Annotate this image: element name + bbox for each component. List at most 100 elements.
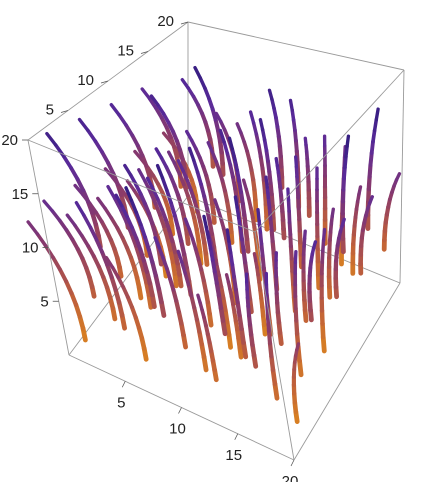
- stream-tube-segment: [230, 262, 236, 279]
- stream-tube-segment: [186, 282, 194, 298]
- stream-tube-segment: [237, 312, 244, 331]
- stream-tube-segment: [100, 149, 110, 165]
- stream-tube-segment: [116, 275, 126, 289]
- y-tick: [100, 80, 109, 84]
- stream-tube-segment: [272, 381, 280, 401]
- stream-tube-segment: [153, 201, 162, 217]
- stream-tube-segment: [196, 293, 202, 304]
- stream-tube-segment: [235, 299, 242, 318]
- stream-tube-segment: [372, 117, 379, 133]
- stream-tube-segment: [293, 250, 298, 264]
- stream-tube-segment: [230, 146, 237, 161]
- stream-tube-segment: [187, 146, 196, 162]
- stream-tube-segment: [69, 165, 80, 182]
- stream-tube-segment: [96, 196, 107, 210]
- stream-tube-segment: [73, 223, 84, 238]
- stream-tube-segment: [140, 87, 152, 101]
- stream-tube-segment: [146, 247, 155, 265]
- stream-tube-segment: [270, 367, 278, 387]
- stream-tube-segment: [150, 260, 158, 278]
- stream-tube-segment: [51, 255, 62, 272]
- stream-tube-segment: [134, 210, 143, 227]
- stream-tube-segment: [228, 163, 235, 179]
- stream-tube-segment: [320, 334, 327, 354]
- stream-tube-segment: [312, 240, 318, 250]
- stream-tube-segment: [134, 182, 143, 196]
- stream-tube-segment: [164, 188, 173, 205]
- stream-tube-segment: [265, 185, 271, 200]
- stream-tube-segment: [45, 131, 58, 147]
- stream-tube-segment: [156, 103, 166, 116]
- stream-tube-segment: [374, 107, 380, 122]
- box-edge: [254, 69, 405, 233]
- stream-tube-segment: [153, 273, 161, 291]
- stream-tube-segment: [343, 154, 348, 170]
- box-edge: [27, 139, 256, 233]
- stream-tube-segment: [368, 195, 374, 205]
- stream-tube-segment: [65, 213, 77, 227]
- stream-tube-segment: [58, 267, 69, 284]
- x-tick-label: 5: [117, 394, 125, 411]
- y-tick-label: 5: [46, 102, 54, 119]
- stream-tube-segment: [42, 199, 54, 213]
- x-tick-label: 20: [282, 473, 299, 482]
- stream-tube-segment: [256, 208, 261, 223]
- stream-tube-segment: [86, 243, 96, 259]
- stream-tube-segment: [287, 209, 292, 225]
- stream-tube-segment: [319, 308, 325, 326]
- stream-tube-segment: [117, 113, 128, 127]
- stream-tube-segment: [61, 154, 73, 170]
- stream-tube-segment: [369, 139, 375, 156]
- stream-tube-segment: [137, 255, 146, 273]
- y-tick-label: 10: [77, 72, 94, 89]
- stream-tube-segment: [248, 110, 256, 125]
- stream-tube-segment: [294, 318, 300, 336]
- stream-tube-segment: [260, 127, 267, 142]
- stream-tube-segment: [286, 198, 291, 213]
- stream-tube-segment: [104, 255, 115, 269]
- stream-tube-segment: [241, 340, 249, 360]
- stream-tube-segment: [158, 213, 166, 229]
- stream-tube-segment: [176, 159, 185, 173]
- stream-tube-segment: [172, 213, 181, 230]
- stream-tube-segment: [94, 237, 105, 255]
- stream-tube-segment: [266, 316, 271, 333]
- stream-tube-segment: [187, 227, 195, 241]
- stream-tube-segment: [320, 321, 326, 340]
- stream-tube-segment: [236, 215, 243, 231]
- stream-tube-segment: [156, 286, 164, 305]
- stream-tube-segment: [106, 184, 117, 200]
- y-tick: [180, 21, 189, 25]
- stream-tube-segment: [320, 249, 325, 264]
- stream-tube-segment: [233, 195, 239, 209]
- stream-tube-segment: [266, 195, 272, 210]
- stream-tube-segment: [103, 206, 114, 220]
- stream-tube-segment: [64, 227, 75, 242]
- stream-tube-segment: [109, 274, 118, 292]
- stream-tube-segment: [129, 198, 138, 214]
- y-tick: [60, 110, 69, 113]
- stream-tube-segment: [137, 168, 147, 183]
- stream-tube-segment: [69, 290, 79, 307]
- stream-tube-segment: [185, 193, 194, 209]
- stream-tube-segment: [115, 225, 125, 240]
- stream-tube-segment: [143, 179, 153, 194]
- stream-tube-segment: [207, 96, 215, 111]
- stream-tube-segment: [232, 157, 239, 172]
- stream-tube-segment: [214, 111, 223, 124]
- stream-tube-segment: [154, 147, 164, 160]
- stream-tube-segment: [35, 232, 48, 248]
- stream-tube-segment: [303, 136, 308, 147]
- stream-tube-segment: [81, 188, 91, 204]
- y-tick: [140, 51, 149, 54]
- z-tick-label: 20: [1, 132, 18, 149]
- z-tick-label: 10: [22, 240, 39, 257]
- stream-tube-segment: [256, 143, 263, 159]
- stream-tube-segment: [168, 200, 177, 218]
- stream-tube-segment: [64, 279, 74, 296]
- stream-tube-segment: [228, 250, 235, 267]
- stream-tube-segment: [125, 214, 134, 230]
- stream-tube-segment: [295, 342, 301, 352]
- stream-tube-segment: [288, 98, 294, 112]
- stream-tube-segment: [161, 256, 169, 271]
